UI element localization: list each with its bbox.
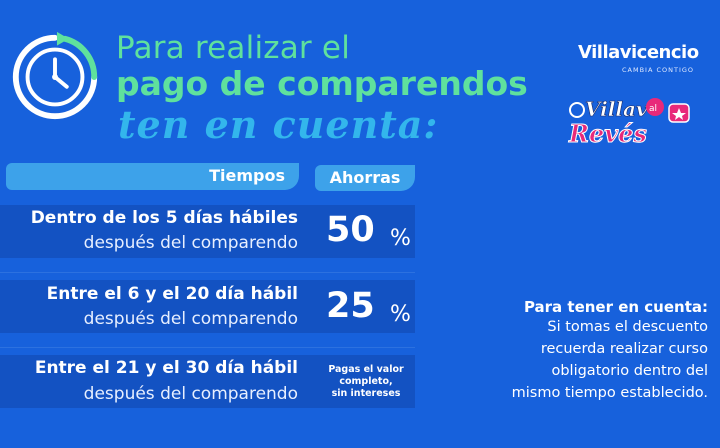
campaign-logo: Villav al Revés xyxy=(568,97,690,149)
row-3-line-2: después del comparendo xyxy=(83,384,298,404)
title-line-1: Para realizar el xyxy=(116,30,351,66)
title-line-2: pago de comparendos xyxy=(116,64,528,103)
saving-note-line: sin intereses xyxy=(331,388,401,399)
campaign-logo-word-1: Villav xyxy=(585,97,648,121)
note-line: mismo tiempo establecido. xyxy=(511,385,708,401)
saving-note-line: Pagas el valor xyxy=(328,364,404,375)
table-row xyxy=(0,355,415,408)
note-line: obligatorio dentro del xyxy=(551,363,708,379)
row-2-line-2: después del comparendo xyxy=(83,309,298,329)
header-savings-label: Ahorras xyxy=(329,168,401,187)
campaign-logo-word-3: Revés xyxy=(568,119,647,148)
row-3-saving-note: Pagas el valor completo, sin intereses xyxy=(318,364,414,400)
title-script: ten en cuenta: xyxy=(118,102,439,147)
header-savings: Ahorras xyxy=(315,165,415,191)
row-1-line-2: después del comparendo xyxy=(83,233,298,253)
brand-tagline: CAMBIA CONTIGO xyxy=(622,66,695,74)
row-1-line-1: Dentro de los 5 días hábiles xyxy=(30,208,298,228)
brand-logo-name: Villavicencio xyxy=(578,42,699,63)
row-2-line-1: Entre el 6 y el 20 día hábil xyxy=(46,284,298,304)
campaign-logo-word-2: al xyxy=(649,104,657,114)
note-line: Si tomas el descuento xyxy=(547,319,708,335)
row-2-saving-unit: % xyxy=(390,302,411,327)
saving-note-line: completo, xyxy=(339,376,393,387)
header-time-label: Tiempos xyxy=(209,166,285,185)
note-title: Para tener en cuenta: xyxy=(523,298,708,316)
row-divider xyxy=(0,272,415,273)
header-time: Tiempos xyxy=(6,163,299,190)
row-1-saving-unit: % xyxy=(390,226,411,251)
clock-icon xyxy=(12,31,98,120)
table-row xyxy=(0,280,415,333)
row-3-line-1: Entre el 21 y el 30 día hábil xyxy=(34,358,298,378)
row-2-saving-value: 25 xyxy=(326,286,375,326)
note-line: recuerda realizar curso xyxy=(540,341,708,357)
table-row xyxy=(0,205,415,258)
row-divider xyxy=(0,347,415,348)
row-1-saving-value: 50 xyxy=(326,210,375,250)
